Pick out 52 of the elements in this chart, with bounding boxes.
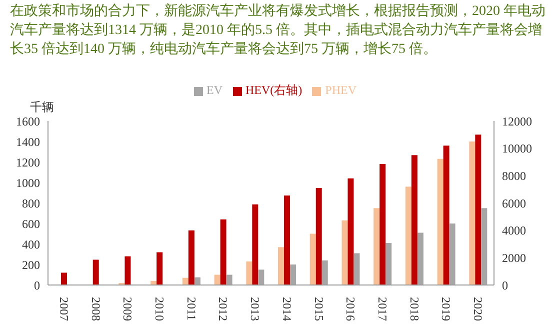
- x-tick-label: 2012: [216, 297, 230, 321]
- y2-tick-label: 4000: [502, 224, 526, 238]
- x-tick-label: 2014: [280, 297, 294, 321]
- x-tick-label: 2017: [376, 297, 390, 321]
- x-tick-label: 2020: [471, 297, 486, 321]
- y2-tick-label: 6000: [502, 196, 526, 210]
- x-tick-label: 2016: [344, 297, 358, 321]
- bar: [226, 274, 232, 285]
- bar: [61, 272, 68, 285]
- bar: [252, 204, 258, 285]
- y-tick-label: 1400: [16, 134, 40, 149]
- y2-tick-label: 0: [502, 278, 508, 292]
- bar: [92, 260, 99, 285]
- y-tick-label: 1600: [16, 114, 40, 128]
- bar: [354, 253, 360, 285]
- y-tick-label: 1200: [16, 155, 40, 170]
- bar: [290, 264, 296, 285]
- x-tick-label: 2013: [248, 297, 262, 321]
- legend-label: EV: [206, 83, 222, 97]
- x-tick-label: 2015: [312, 297, 326, 321]
- y-tick-label: 400: [22, 237, 40, 252]
- bar: [194, 277, 200, 285]
- y-tick-label: 600: [22, 216, 40, 231]
- bar: [258, 270, 264, 285]
- y2-tick-label: 2000: [502, 250, 526, 265]
- bar: [124, 256, 131, 285]
- bar: [156, 252, 163, 285]
- x-tick-label: 2018: [407, 297, 422, 321]
- x-tick-label: 2008: [88, 297, 103, 321]
- y-tick-label: 1000: [16, 176, 40, 190]
- y2-tick-label: 12000: [502, 114, 532, 128]
- y-tick-label: 200: [22, 258, 40, 272]
- bar: [182, 278, 188, 285]
- bar: [284, 195, 290, 285]
- bar: [246, 261, 252, 285]
- legend-label: PHEV: [325, 83, 356, 97]
- x-tick-label: 2009: [120, 297, 135, 321]
- bar: [188, 230, 194, 285]
- x-tick-label: 2019: [439, 297, 454, 321]
- x-tick-label: 2007: [56, 297, 71, 321]
- bar: [322, 260, 328, 285]
- x-tick-label: 2010: [152, 297, 166, 321]
- bar: [214, 274, 220, 285]
- bar: [220, 219, 226, 285]
- y2-tick-label: 10000: [502, 142, 532, 156]
- y-tick-label: 0: [34, 278, 40, 292]
- y-axis-title: 千辆: [30, 100, 54, 114]
- legend-label: HEV(右轴): [246, 83, 302, 97]
- chart-title: 在政策和市场的合力下，新能源汽车产业将有爆发式增长，根据报告预测，2020 年电动汽车产量将达到1314 万辆，是2010 年的5.5 倍。其中，插电式混合动力汽车产量将会增长35 倍达到140 万辆，纯电动汽车产量将会达到75 万辆，增长75 倍。: [9, 2, 546, 59]
- y2-tick-label: 8000: [502, 168, 526, 183]
- x-tick-label: 2011: [184, 297, 198, 321]
- y-tick-label: 800: [22, 196, 40, 210]
